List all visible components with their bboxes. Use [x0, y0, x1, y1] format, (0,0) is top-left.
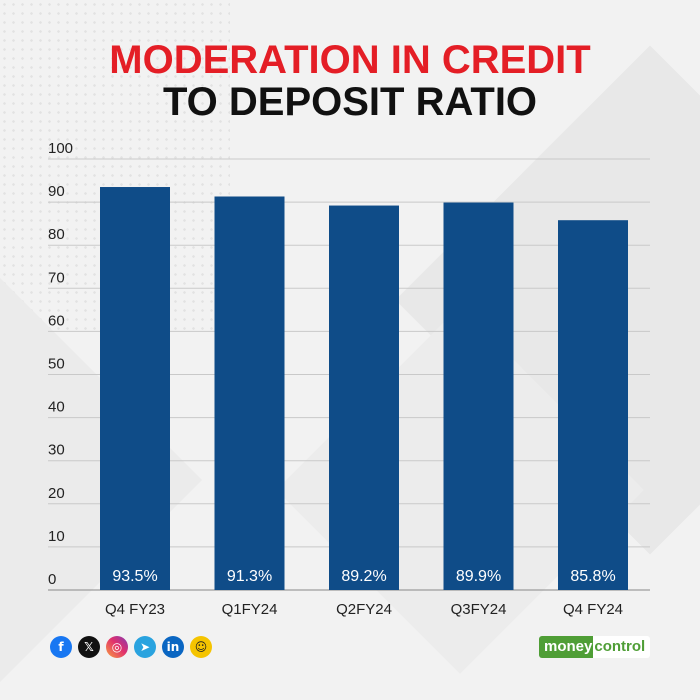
y-tick-label: 80	[48, 226, 65, 243]
bar	[100, 187, 170, 590]
y-tick-label: 30	[48, 442, 65, 459]
x-tick-label: Q1FY24	[222, 601, 278, 618]
bar	[443, 202, 514, 590]
x-tick-label: Q2FY24	[336, 601, 392, 618]
data-label: 89.2%	[341, 568, 386, 585]
data-label: 93.5%	[112, 568, 157, 585]
facebook-icon[interactable]: f	[50, 636, 72, 658]
linkedin-icon[interactable]: in	[162, 636, 184, 658]
y-tick-label: 90	[48, 183, 65, 200]
data-label: 89.9%	[456, 568, 501, 585]
moneycontrol-logo: money control	[539, 636, 651, 658]
y-tick-label: 60	[48, 312, 65, 329]
logo-text-money: money	[539, 636, 594, 658]
x-tick-label: Q4 FY24	[563, 601, 623, 618]
x-tick-label: Q3FY24	[451, 601, 507, 618]
y-tick-label: 20	[48, 485, 65, 502]
title-line-1: MODERATION IN CREDIT	[109, 38, 591, 82]
data-label: 85.8%	[570, 568, 615, 585]
bar	[558, 220, 628, 590]
data-label: 91.3%	[227, 568, 272, 585]
y-tick-label: 50	[48, 356, 65, 373]
y-tick-label: 0	[48, 571, 56, 588]
snapchat-icon[interactable]: ☺	[190, 636, 212, 658]
y-tick-label: 10	[48, 528, 65, 545]
x-tick-label: Q4 FY23	[105, 601, 165, 618]
bar	[214, 196, 285, 590]
title-line-2: TO DEPOSIT RATIO	[162, 80, 538, 124]
logo-text-control: control	[593, 636, 651, 658]
y-tick-label: 100	[48, 140, 73, 157]
telegram-icon[interactable]: ➤	[134, 636, 156, 658]
y-tick-label: 40	[48, 399, 65, 416]
x-icon[interactable]: 𝕏	[78, 636, 100, 658]
instagram-icon[interactable]: ◎	[106, 636, 128, 658]
y-tick-label: 70	[48, 269, 65, 286]
social-icons-row: f 𝕏 ◎ ➤ in ☺	[50, 636, 212, 658]
bar	[329, 205, 399, 590]
